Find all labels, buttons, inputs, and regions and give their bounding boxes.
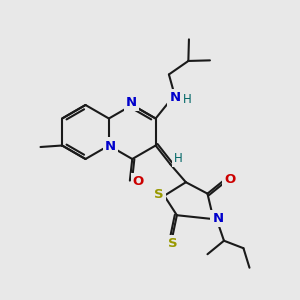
Text: H: H	[174, 152, 183, 165]
Text: H: H	[182, 93, 191, 106]
Text: S: S	[154, 188, 164, 201]
Text: N: N	[105, 140, 116, 153]
Text: N: N	[169, 91, 181, 104]
Text: O: O	[224, 173, 235, 186]
Text: O: O	[133, 175, 144, 188]
Text: N: N	[126, 96, 137, 109]
Text: N: N	[212, 212, 224, 225]
Text: S: S	[168, 237, 178, 250]
